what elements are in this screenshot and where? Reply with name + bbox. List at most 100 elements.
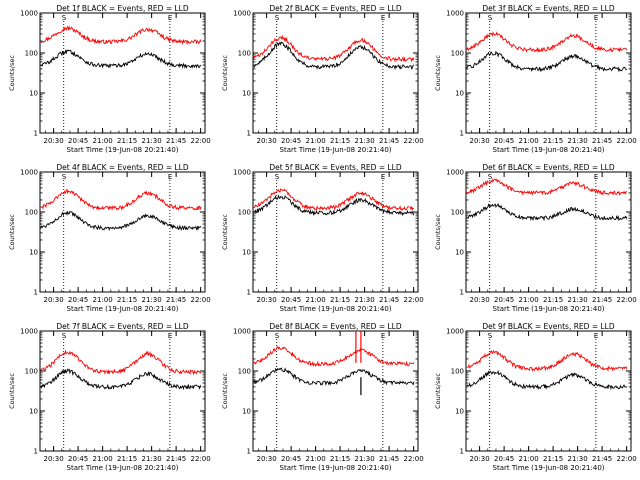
- x-tick-label: 21:15: [117, 296, 137, 304]
- x-tick-label: 22:00: [191, 455, 211, 463]
- x-tick-label: 21:00: [519, 296, 539, 304]
- panel-det-8f: Det 8f BLACK = Events, RED = LLD Counts/s…: [221, 322, 424, 472]
- x-tick-label: 20:45: [281, 137, 301, 145]
- plot-frame: [39, 330, 206, 452]
- time-marker-label: E: [168, 173, 172, 181]
- x-tick-label: 22:00: [404, 455, 424, 463]
- events-line: [253, 194, 415, 217]
- x-tick-label: 20:45: [494, 455, 514, 463]
- time-marker-label: E: [594, 14, 598, 22]
- y-axis-label: Counts/sec: [8, 214, 16, 250]
- time-marker-label: S: [275, 173, 280, 181]
- x-tick-label: 21:00: [519, 137, 539, 145]
- y-tick-label: 1000: [233, 10, 251, 18]
- y-tick-label: 10: [29, 408, 38, 416]
- events-line: [466, 202, 628, 222]
- x-tick-label: 21:00: [306, 296, 326, 304]
- y-tick-label: 100: [25, 209, 38, 217]
- x-tick-label: 21:30: [568, 296, 588, 304]
- y-tick-label: 10: [455, 249, 464, 257]
- x-tick-label: 20:45: [68, 296, 88, 304]
- time-marker-label: E: [594, 173, 598, 181]
- x-tick-label: 20:30: [44, 296, 64, 304]
- panel-det-4f: Det 4f BLACK = Events, RED = LLD Counts/s…: [8, 163, 211, 313]
- time-marker-label: S: [62, 14, 67, 22]
- x-tick-label: 21:30: [568, 455, 588, 463]
- lld-line: [253, 346, 415, 368]
- panel-title: Det 4f BLACK = Events, RED = LLD: [56, 163, 189, 172]
- x-tick-label: 21:15: [543, 296, 563, 304]
- events-line: [466, 369, 628, 391]
- plot-frame: [465, 12, 632, 134]
- x-tick-label: 22:00: [404, 296, 424, 304]
- y-axis-label: Counts/sec: [8, 55, 16, 91]
- x-axis-label: Start Time (19-Jun-08 20:21:40): [67, 146, 179, 154]
- x-tick-label: 20:30: [470, 296, 490, 304]
- x-tick-label: 22:00: [617, 137, 637, 145]
- panel-title: Det 1f BLACK = Events, RED = LLD: [56, 4, 189, 13]
- time-marker-label: E: [381, 332, 385, 340]
- events-line: [253, 41, 414, 71]
- plot-frame: [252, 12, 419, 134]
- x-tick-label: 21:30: [355, 137, 375, 145]
- x-tick-label: 21:30: [355, 455, 375, 463]
- y-tick-label: 1: [460, 130, 464, 138]
- lld-line: [466, 31, 628, 53]
- x-tick-label: 20:45: [281, 296, 301, 304]
- plot-frame: [39, 171, 206, 293]
- y-tick-label: 10: [242, 90, 251, 98]
- plot-frame: [252, 171, 419, 293]
- y-tick-label: 1: [247, 130, 251, 138]
- y-axis-label: Counts/sec: [221, 214, 229, 250]
- x-tick-label: 20:45: [494, 296, 514, 304]
- x-axis-label: Start Time (19-Jun-08 20:21:40): [493, 305, 605, 313]
- y-tick-label: 1000: [446, 10, 464, 18]
- x-tick-label: 22:00: [404, 137, 424, 145]
- events-line: [253, 367, 415, 387]
- x-tick-label: 22:00: [617, 296, 637, 304]
- x-tick-label: 20:30: [257, 455, 277, 463]
- y-tick-label: 10: [242, 249, 251, 257]
- lld-line: [253, 34, 415, 63]
- y-axis-label: Counts/sec: [434, 214, 442, 250]
- y-axis-label: Counts/sec: [8, 373, 16, 409]
- x-tick-label: 21:45: [592, 455, 612, 463]
- x-tick-label: 20:45: [494, 137, 514, 145]
- y-tick-label: 10: [29, 90, 38, 98]
- x-axis-label: Start Time (19-Jun-08 20:21:40): [280, 146, 392, 154]
- time-marker-label: E: [594, 332, 598, 340]
- x-tick-label: 21:00: [306, 455, 326, 463]
- panel-det-9f: Det 9f BLACK = Events, RED = LLD Counts/s…: [434, 322, 637, 472]
- y-tick-label: 100: [451, 50, 464, 58]
- events-line: [40, 210, 202, 232]
- x-tick-label: 22:00: [191, 296, 211, 304]
- lld-line: [40, 25, 202, 46]
- x-tick-label: 21:30: [355, 296, 375, 304]
- panel-title: Det 6f BLACK = Events, RED = LLD: [482, 163, 615, 172]
- x-tick-label: 20:45: [68, 455, 88, 463]
- y-tick-label: 1000: [20, 10, 38, 18]
- plot-frame: [465, 171, 632, 293]
- x-tick-label: 20:30: [470, 137, 490, 145]
- x-axis-label: Start Time (19-Jun-08 20:21:40): [67, 305, 179, 313]
- x-tick-label: 21:45: [166, 455, 186, 463]
- y-tick-label: 1000: [446, 169, 464, 177]
- x-tick-label: 20:30: [44, 455, 64, 463]
- x-tick-label: 21:15: [543, 137, 563, 145]
- panel-det-7f: Det 7f BLACK = Events, RED = LLD Counts/s…: [8, 322, 211, 472]
- y-axis-label: Counts/sec: [221, 55, 229, 91]
- x-tick-label: 22:00: [191, 137, 211, 145]
- x-tick-label: 21:45: [592, 137, 612, 145]
- y-tick-label: 1000: [446, 328, 464, 336]
- panel-det-6f: Det 6f BLACK = Events, RED = LLD Counts/s…: [434, 163, 637, 313]
- y-tick-label: 100: [25, 368, 38, 376]
- x-axis-label: Start Time (19-Jun-08 20:21:40): [493, 146, 605, 154]
- plot-frame: [465, 330, 632, 452]
- y-tick-label: 1: [247, 289, 251, 297]
- y-tick-label: 1: [460, 448, 464, 456]
- y-tick-label: 1000: [233, 328, 251, 336]
- panel-title: Det 3f BLACK = Events, RED = LLD: [482, 4, 615, 13]
- y-tick-label: 1000: [20, 169, 38, 177]
- panel-det-3f: Det 3f BLACK = Events, RED = LLD Counts/s…: [434, 4, 637, 154]
- x-tick-label: 21:45: [379, 455, 399, 463]
